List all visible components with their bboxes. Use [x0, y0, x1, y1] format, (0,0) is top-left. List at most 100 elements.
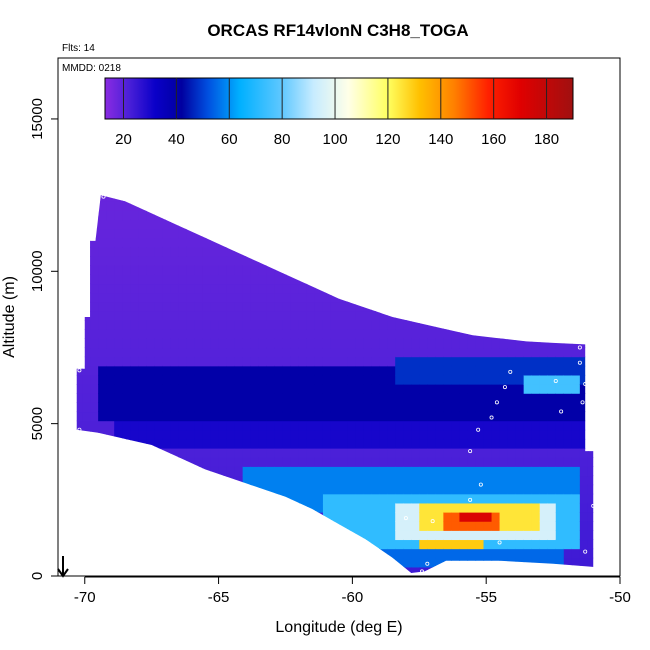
heatmap-cell [571, 557, 581, 568]
heatmap-cell [532, 183, 541, 193]
heatmap-cell [451, 466, 461, 477]
heatmap-cell [531, 429, 541, 440]
heatmap-cell [186, 475, 196, 486]
heatmap-cell [523, 530, 533, 541]
heatmap-cell [218, 246, 228, 257]
heatmap-cell [587, 420, 594, 431]
heatmap-cell [298, 338, 308, 349]
heatmap-cell [347, 219, 356, 230]
heatmap-cell [282, 457, 292, 467]
heatmap-cell [435, 256, 444, 266]
heatmap-cell [258, 365, 268, 376]
sample-point [77, 368, 82, 373]
heatmap-cell [419, 448, 428, 458]
heatmap-cell [242, 219, 252, 230]
heatmap-cell [395, 393, 404, 403]
heatmap-cell [539, 420, 549, 431]
heatmap-cell [146, 329, 155, 339]
heatmap-cell [403, 493, 412, 504]
heatmap-cell [234, 402, 244, 413]
heatmap-cell [411, 365, 420, 376]
heatmap-cell [146, 484, 155, 495]
heatmap-cell [138, 310, 147, 321]
heatmap-cell [210, 310, 220, 321]
heatmap-cell [234, 448, 244, 458]
heatmap-cell [379, 356, 388, 367]
heatmap-cell [475, 521, 485, 531]
colorbar: 20 40 60 80 100 120 140 160 180 [104, 77, 574, 148]
heatmap-cell [596, 238, 605, 248]
heatmap-cell [435, 283, 444, 294]
heatmap-cell [523, 310, 533, 321]
heatmap-cell [76, 475, 83, 486]
heatmap-cell [467, 493, 477, 504]
heatmap-cell [459, 493, 469, 504]
heatmap-cell [76, 201, 83, 211]
heatmap-cell [459, 411, 469, 422]
heatmap-cell [322, 484, 332, 495]
heatmap-cell [523, 475, 533, 486]
heatmap-cell [98, 210, 107, 221]
heatmap-cell [427, 448, 436, 458]
heatmap-cell [596, 366, 605, 376]
heatmap-cell [146, 265, 155, 275]
heatmap-cell [106, 475, 115, 486]
heatmap-cell [555, 201, 565, 211]
heatmap-cell [563, 484, 573, 495]
heatmap-cell [226, 246, 236, 257]
heatmap-cell [146, 466, 155, 477]
heatmap-cell [571, 246, 581, 257]
heatmap-cell [539, 438, 549, 449]
heatmap-cell [282, 448, 292, 458]
heatmap-cell [339, 246, 348, 257]
heatmap-cell [322, 502, 332, 513]
heatmap-cell [138, 484, 147, 495]
heatmap-cell [531, 228, 541, 239]
heatmap-cell [306, 195, 316, 202]
heatmap-cell [226, 365, 236, 376]
heatmap-cell [459, 384, 469, 394]
heatmap-cell [339, 347, 348, 358]
heatmap-cell [258, 283, 268, 294]
heatmap-cell [443, 429, 452, 440]
heatmap-cell [242, 384, 252, 394]
heatmap-cell [555, 301, 565, 312]
heatmap-cell [539, 347, 549, 358]
heatmap-cell [483, 374, 493, 385]
heatmap-cell [106, 274, 115, 285]
heatmap-cell [298, 539, 308, 550]
heatmap-cell [555, 484, 565, 495]
heatmap-cell [379, 219, 388, 230]
heatmap-cell [314, 557, 324, 568]
heatmap-cell [274, 438, 284, 449]
heatmap-cell [322, 475, 332, 486]
heatmap-cell [515, 201, 525, 211]
heatmap-cell [234, 320, 244, 330]
heatmap-cell [435, 265, 444, 275]
colorbar-gradient [104, 77, 574, 120]
heatmap-cell [435, 557, 444, 568]
heatmap-cell [563, 195, 573, 202]
heatmap-cell [114, 256, 123, 266]
heatmap-cell [419, 411, 428, 422]
heatmap-cell [130, 566, 139, 573]
heatmap-cell [282, 493, 292, 504]
heatmap-cell [499, 338, 509, 349]
sample-point [593, 563, 598, 568]
heatmap-cell [306, 274, 316, 285]
heatmap-cell [98, 566, 107, 573]
heatmap-cell [596, 457, 605, 467]
heatmap-cell [122, 256, 131, 266]
heatmap-cell [170, 219, 180, 230]
heatmap-cell [459, 256, 469, 266]
y-tick-label: 5000 [29, 407, 46, 440]
heatmap-cell [178, 210, 188, 221]
heatmap-cell [427, 228, 436, 239]
heatmap-cell [274, 329, 284, 339]
heatmap-cell [130, 512, 139, 522]
heatmap-cell [395, 402, 404, 413]
heatmap-cell [210, 484, 220, 495]
heatmap-cell [491, 329, 501, 339]
heatmap-cell [194, 557, 204, 568]
heatmap-cell [339, 484, 348, 495]
